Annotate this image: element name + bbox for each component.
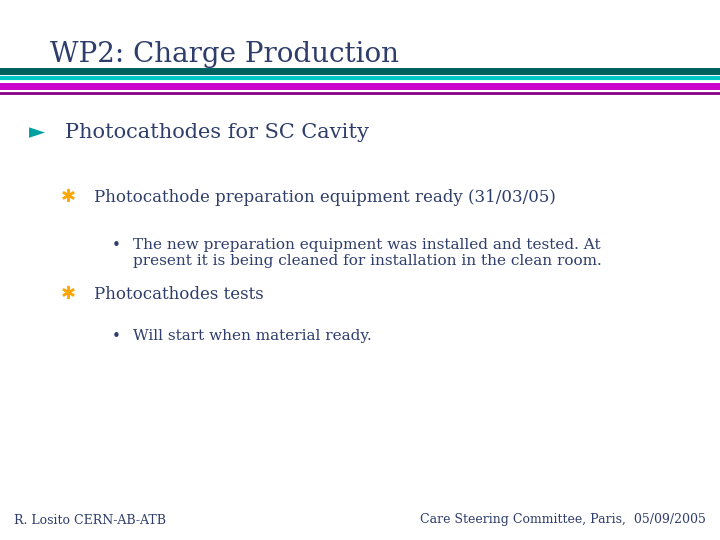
Text: Will start when material ready.: Will start when material ready.: [133, 329, 372, 343]
Text: Photocathodes for SC Cavity: Photocathodes for SC Cavity: [65, 123, 369, 142]
Text: The new preparation equipment was installed and tested. At
present it is being c: The new preparation equipment was instal…: [133, 238, 602, 268]
Text: Care Steering Committee, Paris,  05/09/2005: Care Steering Committee, Paris, 05/09/20…: [420, 514, 706, 526]
Text: •: •: [112, 329, 120, 345]
Text: •: •: [112, 238, 120, 253]
Text: WP2: Charge Production: WP2: Charge Production: [50, 40, 400, 68]
Text: ✱: ✱: [61, 188, 76, 206]
Text: R. Losito CERN-AB-ATB: R. Losito CERN-AB-ATB: [14, 514, 166, 526]
Text: Photocathodes tests: Photocathodes tests: [94, 286, 264, 303]
Text: ►: ►: [29, 122, 45, 143]
Text: Photocathode preparation equipment ready (31/03/05): Photocathode preparation equipment ready…: [94, 188, 555, 206]
Text: ✱: ✱: [61, 285, 76, 303]
